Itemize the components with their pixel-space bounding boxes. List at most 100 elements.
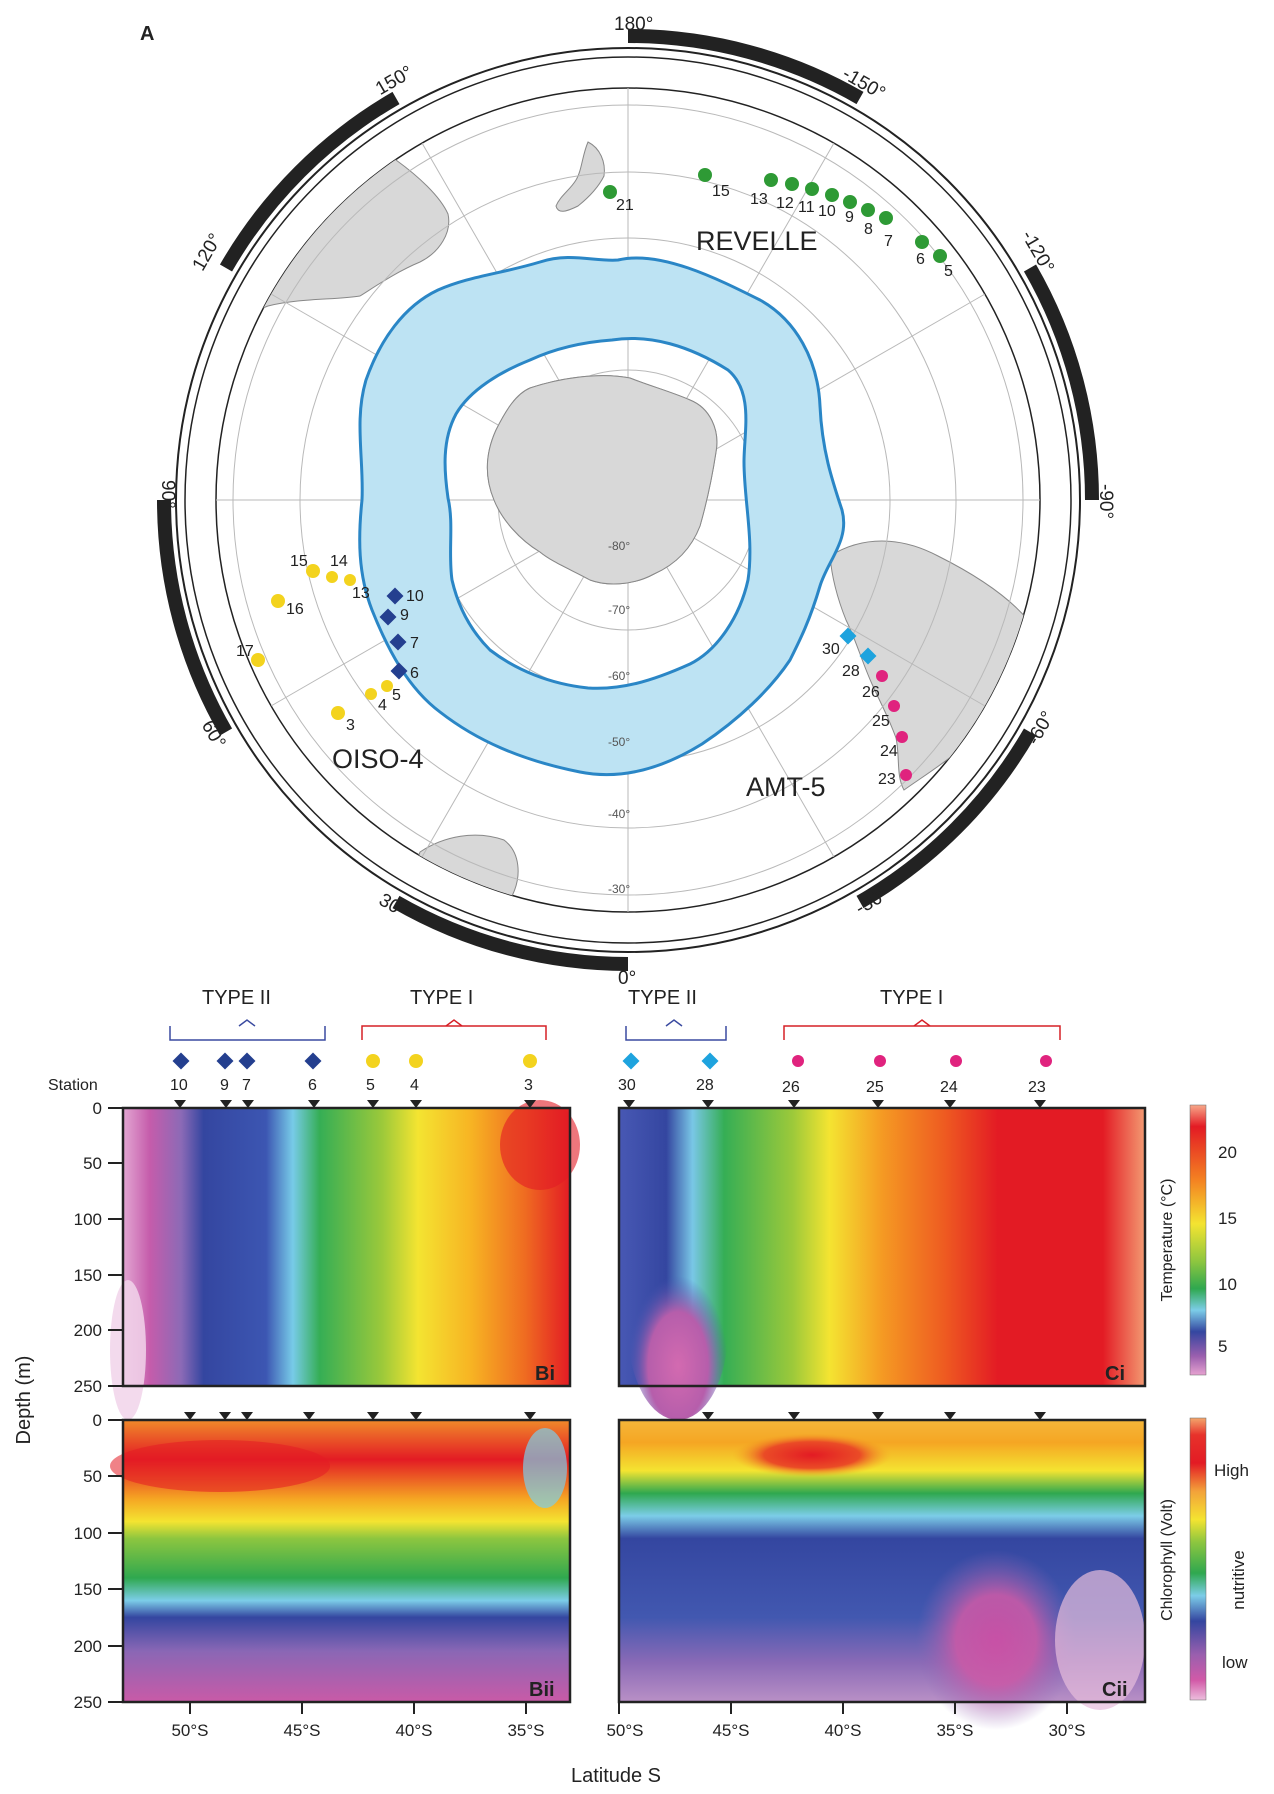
station-label: 9 xyxy=(845,209,854,226)
station-marker xyxy=(805,182,819,196)
depth-axis-title: Depth (m) xyxy=(13,1356,35,1445)
oiso-label: OISO-4 xyxy=(332,744,424,774)
station-label: 8 xyxy=(864,221,873,238)
panel-ci-label: Ci xyxy=(1105,1363,1125,1385)
amt-label: AMT-5 xyxy=(746,772,826,802)
chlorophyll-bar-title: Chlorophyll (Volt) xyxy=(1159,1499,1176,1621)
station-label: 12 xyxy=(776,195,794,212)
station-label: 9 xyxy=(220,1077,229,1094)
station-label: 7 xyxy=(242,1077,251,1094)
heatmap-cii: Cii xyxy=(617,1418,1147,1730)
type1-label-b: TYPE I xyxy=(410,987,473,1009)
depth-tick: 50 xyxy=(83,1154,102,1173)
station-label: 15 xyxy=(290,553,308,570)
latitude-axis-c: 50°S 45°S 40°S 35°S 30°S xyxy=(606,1702,1086,1740)
panel-bii-label: Bii xyxy=(529,1679,555,1701)
station-marker xyxy=(839,627,857,645)
amt-type1-stations: 26 25 24 23 xyxy=(862,670,912,788)
station-label: 16 xyxy=(286,601,304,618)
type2-label-b: TYPE II xyxy=(202,987,271,1009)
lon-label-90: 90° xyxy=(157,480,178,509)
station-marker xyxy=(876,670,888,682)
lat-tick: 40°S xyxy=(395,1721,432,1740)
station-marker xyxy=(344,574,356,586)
station-marker xyxy=(698,168,712,182)
station-marker xyxy=(843,195,857,209)
revelle-label: REVELLE xyxy=(696,226,818,256)
station-label: 21 xyxy=(616,197,634,214)
temp-tick: 20 xyxy=(1218,1143,1237,1162)
station-label: 28 xyxy=(696,1077,714,1094)
depth-tick: 150 xyxy=(74,1266,102,1285)
depth-tick: 50 xyxy=(83,1467,102,1486)
panel-c-station-markers xyxy=(622,1052,1052,1070)
station-marker xyxy=(603,185,617,199)
frame-ticks xyxy=(156,28,1100,972)
station-label: 5 xyxy=(392,687,401,704)
temperature-bar-title: Temperature (°C) xyxy=(1159,1179,1176,1302)
station-label: 5 xyxy=(944,263,953,280)
lat-tick: 50°S xyxy=(606,1721,643,1740)
lat-tick: 45°S xyxy=(712,1721,749,1740)
station-label: 6 xyxy=(916,251,925,268)
station-label: 26 xyxy=(782,1079,800,1096)
lon-label-m120: -120° xyxy=(1017,227,1058,277)
depth-tick: 100 xyxy=(74,1524,102,1543)
station-label: 6 xyxy=(410,665,419,682)
type2-label-c: TYPE II xyxy=(628,987,697,1009)
station-label: 23 xyxy=(1028,1079,1046,1096)
panel-c-station-ticks xyxy=(623,1100,1046,1420)
lon-label-m90: -90° xyxy=(1095,484,1116,519)
station-label: 7 xyxy=(410,635,419,652)
station-label: 14 xyxy=(330,553,348,570)
station-label: 24 xyxy=(940,1079,958,1096)
temp-tick: 10 xyxy=(1218,1275,1237,1294)
depth-tick: 200 xyxy=(74,1321,102,1340)
station-label: 23 xyxy=(878,771,896,788)
station-label: 25 xyxy=(872,713,890,730)
lat-tick: 30°S xyxy=(1048,1721,1085,1740)
station-label: 17 xyxy=(236,643,254,660)
panel-b-station-labels: 10 9 7 6 5 4 3 xyxy=(170,1077,533,1094)
station-label: 10 xyxy=(818,203,836,220)
temperature-colorbar: 20 15 10 5 Temperature (°C) xyxy=(1159,1104,1237,1376)
depth-tick: 150 xyxy=(74,1580,102,1599)
polar-front-zone xyxy=(358,256,846,777)
depth-tick: 200 xyxy=(74,1637,102,1656)
depth-tick: 0 xyxy=(93,1099,102,1118)
station-marker xyxy=(859,647,877,665)
station-marker xyxy=(764,173,778,187)
lat-tick: 45°S xyxy=(283,1721,320,1740)
station-marker xyxy=(386,587,404,605)
station-marker xyxy=(271,594,285,608)
station-marker xyxy=(888,700,900,712)
lat-label-m50: -50° xyxy=(608,735,630,749)
station-marker xyxy=(825,188,839,202)
lat-label-m60: -60° xyxy=(608,669,630,683)
station-label: 6 xyxy=(308,1077,317,1094)
panel-b-station-markers xyxy=(172,1052,537,1070)
heatmap-bi: Bi xyxy=(110,1100,580,1420)
revelle-stations: 21 15 13 12 11 10 9 8 7 6 5 xyxy=(603,168,953,280)
station-marker xyxy=(900,769,912,781)
station-label: 30 xyxy=(618,1077,636,1094)
station-label: 3 xyxy=(524,1077,533,1094)
panel-b-station-ticks xyxy=(174,1100,536,1420)
lat-label-m30: -30° xyxy=(608,882,630,896)
station-label: 3 xyxy=(346,717,355,734)
panel-c-station-labels: 30 28 26 25 24 23 xyxy=(618,1077,1046,1096)
depth-axis-bottom: 0 50 100 150 200 250 xyxy=(74,1411,123,1712)
station-label: 15 xyxy=(712,183,730,200)
station-label: 7 xyxy=(884,233,893,250)
station-marker xyxy=(933,249,947,263)
depth-tick: 250 xyxy=(74,1377,102,1396)
station-label: 24 xyxy=(880,743,898,760)
depth-tick: 250 xyxy=(74,1693,102,1712)
station-marker xyxy=(785,177,799,191)
latitude-labels: -30° -40° -50° -60° -70° -80° xyxy=(608,539,630,896)
heatmap-ci: Ci xyxy=(617,1106,1147,1420)
station-marker xyxy=(390,662,408,680)
station-marker xyxy=(379,608,397,626)
chl-high-label: High xyxy=(1214,1461,1249,1480)
temp-tick: 15 xyxy=(1218,1209,1237,1228)
